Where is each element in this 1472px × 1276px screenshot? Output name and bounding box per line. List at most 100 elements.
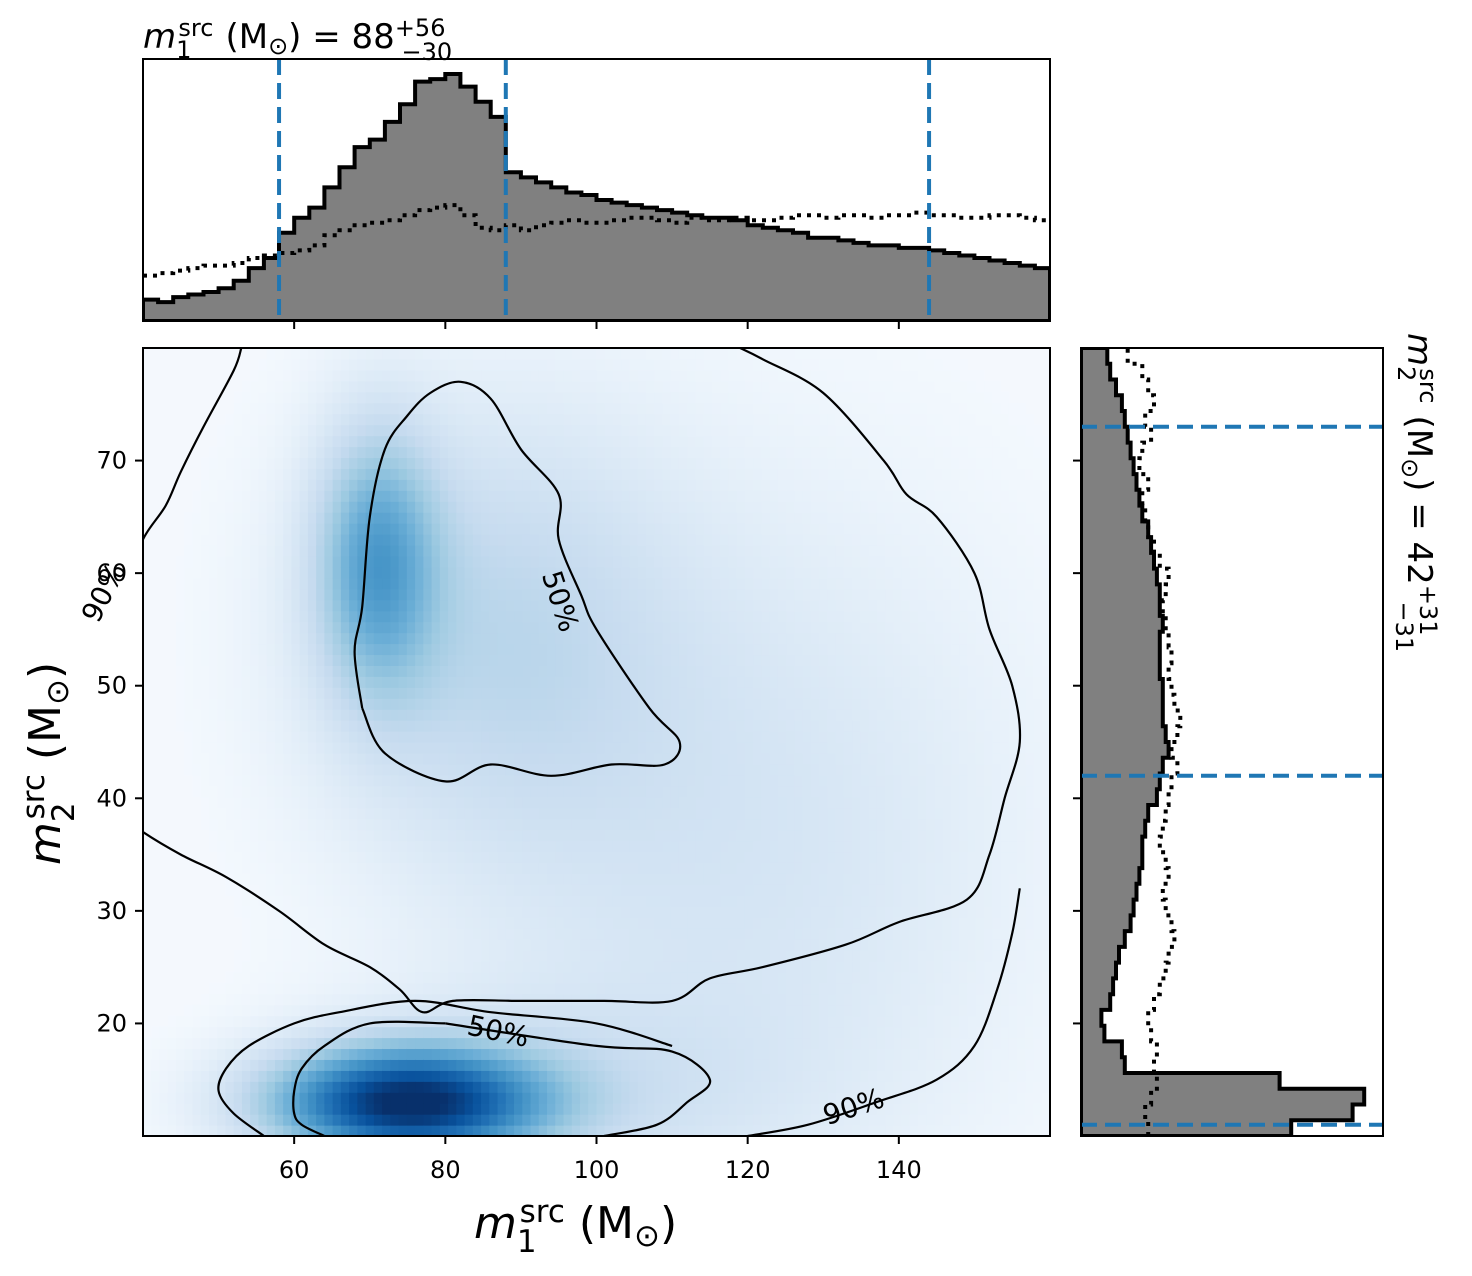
heatmap-cell <box>613 698 622 710</box>
heatmap-cell <box>415 862 424 874</box>
heatmap-cell <box>753 457 762 469</box>
heatmap-cell <box>390 633 399 645</box>
heatmap-cell <box>704 468 713 480</box>
heatmap-cell <box>242 457 251 469</box>
heatmap-cell <box>242 436 251 448</box>
heatmap-cell <box>514 567 523 579</box>
heatmap-cell <box>695 753 704 765</box>
heatmap-cell <box>720 1038 729 1050</box>
heatmap-cell <box>605 665 614 677</box>
heatmap-cell <box>506 906 515 918</box>
heatmap-cell <box>728 589 737 601</box>
heatmap-cell <box>242 479 251 491</box>
heatmap-cell <box>316 534 325 546</box>
heatmap-cell <box>275 457 284 469</box>
heatmap-cell <box>258 654 267 666</box>
heatmap-cell <box>522 884 531 896</box>
heatmap-cell <box>341 819 350 831</box>
heatmap-cell <box>572 720 581 732</box>
heatmap-cell <box>522 1125 531 1137</box>
heatmap-cell <box>555 1081 564 1093</box>
heatmap-cell <box>440 600 449 612</box>
heatmap-cell <box>498 939 507 951</box>
heatmap-cell <box>250 523 259 535</box>
heatmap-cell <box>176 1092 185 1104</box>
heatmap-cell <box>374 654 383 666</box>
heatmap-cell <box>159 1081 168 1093</box>
heatmap-cell <box>275 359 284 371</box>
heatmap-cell <box>539 698 548 710</box>
heatmap-cell <box>258 490 267 502</box>
heatmap-cell <box>712 359 721 371</box>
heatmap-cell <box>291 436 300 448</box>
heatmap-cell <box>267 742 276 754</box>
heatmap-cell <box>225 611 234 623</box>
heatmap-cell <box>423 644 432 656</box>
heatmap-cell <box>440 917 449 929</box>
heatmap-cell <box>506 611 515 623</box>
heatmap-cell <box>547 709 556 721</box>
heatmap-cell <box>654 512 663 524</box>
heatmap-cell <box>283 862 292 874</box>
heatmap-cell <box>390 611 399 623</box>
heatmap-cell <box>547 786 556 798</box>
heatmap-cell <box>448 983 457 995</box>
heatmap-cell <box>695 665 704 677</box>
heatmap-cell <box>448 567 457 579</box>
heatmap-cell <box>489 972 498 984</box>
heatmap-cell <box>209 841 218 853</box>
heatmap-cell <box>374 1048 383 1060</box>
heatmap-cell <box>275 589 284 601</box>
heatmap-cell <box>531 928 540 940</box>
heatmap-cell <box>300 884 309 896</box>
heatmap-cell <box>333 994 342 1006</box>
heatmap-cell <box>267 884 276 896</box>
heatmap-cell <box>720 611 729 623</box>
heatmap-cell <box>704 917 713 929</box>
heatmap-cell <box>440 1016 449 1028</box>
heatmap-cell <box>407 1125 416 1137</box>
heatmap-cell <box>440 534 449 546</box>
heatmap-cell <box>638 1005 647 1017</box>
heatmap-cell <box>638 348 647 360</box>
heatmap-cell <box>382 775 391 787</box>
heatmap-cell <box>201 1027 210 1039</box>
heatmap-cell <box>448 862 457 874</box>
heatmap-cell <box>374 742 383 754</box>
heatmap-cell <box>275 392 284 404</box>
heatmap-cell <box>258 600 267 612</box>
heatmap-cell <box>258 972 267 984</box>
heatmap-cell <box>564 830 573 842</box>
heatmap-cell <box>341 414 350 426</box>
heatmap-cell <box>267 534 276 546</box>
heatmap-cell <box>498 709 507 721</box>
heatmap-cell <box>547 862 556 874</box>
heatmap-cell <box>704 425 713 437</box>
heatmap-cell <box>662 512 671 524</box>
heatmap-cell <box>316 764 325 776</box>
heatmap-cell <box>654 654 663 666</box>
heatmap-cell <box>283 884 292 896</box>
heatmap-cell <box>291 589 300 601</box>
heatmap-cell <box>737 895 746 907</box>
heatmap-cell <box>753 589 762 601</box>
heatmap-cell <box>456 1114 465 1126</box>
heatmap-cell <box>629 862 638 874</box>
heatmap-cell <box>605 1070 614 1082</box>
heatmap-cell <box>605 906 614 918</box>
heatmap-cell <box>283 709 292 721</box>
heatmap-cell <box>432 698 441 710</box>
heatmap-cell <box>572 961 581 973</box>
heatmap-cell <box>390 961 399 973</box>
heatmap-cell <box>522 753 531 765</box>
heatmap-cell <box>407 589 416 601</box>
heatmap-cell <box>390 797 399 809</box>
heatmap-cell <box>687 447 696 459</box>
heatmap-cell <box>728 830 737 842</box>
heatmap-cell <box>720 1048 729 1060</box>
heatmap-cell <box>308 808 317 820</box>
heatmap-cell <box>638 676 647 688</box>
heatmap-cell <box>407 819 416 831</box>
heatmap-cell <box>761 1103 770 1115</box>
heatmap-cell <box>184 589 193 601</box>
